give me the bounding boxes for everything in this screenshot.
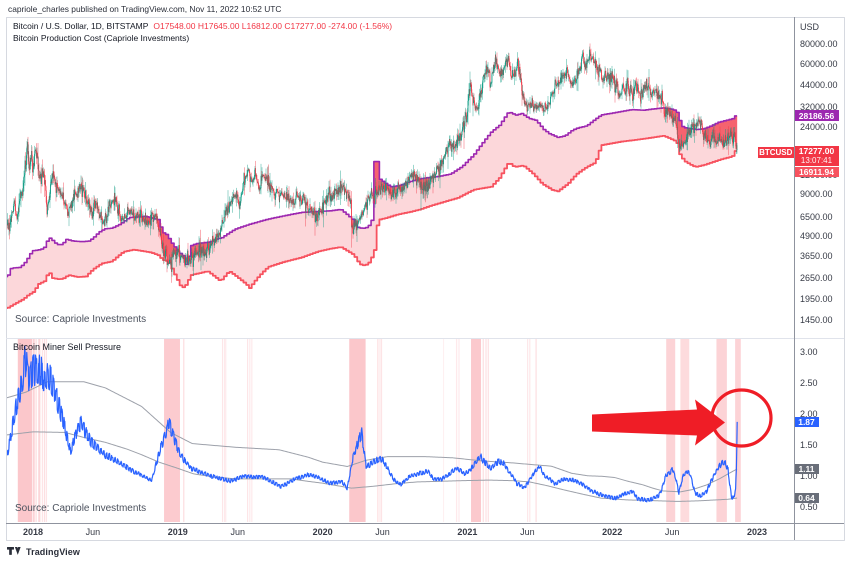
band-bottom-price-label: 16911.94 — [794, 166, 839, 177]
time-tick-Jun-2020.414: Jun — [375, 527, 390, 537]
last-price-label: 17277.00 13:07:41 — [794, 146, 839, 166]
price-tick-1450.00: 1450.00 — [800, 314, 833, 325]
lower-source-note: Source: Capriole Investments — [15, 503, 147, 514]
ohlc-values: O17548.00 H17645.00 L16812.00 C17277.00 … — [153, 21, 393, 31]
price-tick-3650.00: 3650.00 — [800, 251, 833, 262]
price-scale-unit: USD — [800, 22, 820, 32]
time-tick-Jun-2018.414: Jun — [85, 527, 101, 537]
price-tick-4900.00: 4900.00 — [800, 231, 833, 242]
value-tick-1.50: 1.50 — [800, 439, 818, 450]
price-tick-24000.00: 24000.00 — [800, 121, 838, 132]
value-tick-2.00: 2.00 — [800, 408, 818, 419]
tradingview-logo-text: TradingView — [26, 547, 80, 557]
value-tick-0.50: 0.50 — [800, 501, 818, 512]
pressure-current-label: 1.87 — [794, 416, 819, 427]
main-legend[interactable]: Bitcoin / U.S. Dollar, 1D, BITSTAMP O1754… — [13, 21, 392, 31]
time-tick-2023-2023: 2023 — [746, 527, 768, 537]
symbol-title: Bitcoin / U.S. Dollar, 1D, BITSTAMP — [13, 21, 149, 31]
symbol-marker-label: BTCUSD — [758, 147, 794, 158]
value-tick-3.00: 3.00 — [800, 347, 818, 357]
value-tick-1.00: 1.00 — [800, 470, 818, 481]
price-tick-44000.00: 44000.00 — [800, 80, 838, 91]
price-tick-9000.00: 9000.00 — [800, 189, 833, 200]
price-tick-6500.00: 6500.00 — [800, 211, 833, 222]
price-tick-2650.00: 2650.00 — [800, 273, 833, 284]
pressure-low-label: 0.64 — [794, 493, 819, 504]
time-tick-2019-2019: 2019 — [167, 527, 188, 537]
price-tick-60000.00: 60000.00 — [800, 58, 838, 69]
price-tick-1950.00: 1950.00 — [800, 294, 833, 305]
price-tick-32000.00: 32000.00 — [800, 102, 838, 113]
time-tick-Jun-2019.414: Jun — [230, 527, 245, 537]
main-source-note: Source: Capriole Investments — [15, 314, 147, 325]
attribution-text: capriole_charles published on TradingVie… — [8, 4, 282, 14]
lower-pane-title[interactable]: Bitcoin Miner Sell Pressure — [13, 342, 122, 352]
time-tick-2020-2020: 2020 — [312, 527, 333, 537]
time-tick-2022-2022: 2022 — [602, 527, 623, 537]
pressure-mean-label: 1.11 — [794, 463, 819, 474]
time-tick-Jun-2022.414: Jun — [664, 527, 680, 537]
tradingview-logo-icon — [7, 547, 21, 555]
band-top-price-label: 28186.56 — [794, 110, 839, 122]
value-tick-2.50: 2.50 — [800, 377, 818, 388]
indicator-legend[interactable]: Bitcoin Production Cost (Capriole Invest… — [13, 33, 190, 43]
time-tick-2021-2021: 2021 — [457, 527, 478, 537]
tradingview-logo[interactable]: TradingView — [7, 547, 80, 557]
time-tick-2018-2018: 2018 — [22, 527, 44, 537]
time-tick-Jun-2021.414: Jun — [520, 527, 535, 537]
price-tick-80000.00: 80000.00 — [800, 39, 838, 50]
